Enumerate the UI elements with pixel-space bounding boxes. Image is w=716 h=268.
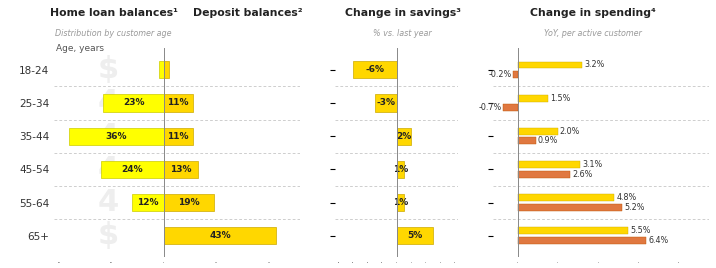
Text: 3.2%: 3.2% [584,61,604,69]
Text: 4: 4 [98,88,120,117]
Text: 12%: 12% [137,198,159,207]
Text: Change in spending⁴: Change in spending⁴ [530,8,655,18]
Text: 24%: 24% [122,165,143,174]
Bar [518,128,558,135]
Bar [104,94,164,111]
Text: 2.6%: 2.6% [572,170,592,179]
Text: -0.7%: -0.7% [478,103,501,112]
Text: 36%: 36% [106,132,127,141]
Bar [375,94,397,111]
Bar [164,161,198,178]
Text: 23%: 23% [123,98,145,107]
Text: % vs. last year: % vs. last year [374,29,432,39]
Bar [132,194,164,211]
Text: 1.5%: 1.5% [550,94,570,103]
Text: 5.2%: 5.2% [624,203,644,212]
Text: 13%: 13% [170,165,191,174]
Text: Age, years: Age, years [57,44,105,53]
Bar [397,227,433,244]
Text: $: $ [98,55,120,84]
Bar [518,194,614,201]
Bar [518,161,580,168]
Bar [164,94,193,111]
Bar [164,194,213,211]
Text: 11%: 11% [168,98,189,107]
Text: 43%: 43% [209,231,231,240]
Bar [397,128,411,145]
Bar [158,61,164,79]
Text: 1%: 1% [392,165,408,174]
Bar [164,227,276,244]
Text: Deposit balances²: Deposit balances² [193,8,303,18]
Bar [518,204,622,211]
Bar [518,137,536,144]
Text: 3.1%: 3.1% [582,160,602,169]
Text: 4: 4 [98,188,120,217]
Text: 6.4%: 6.4% [649,236,669,245]
Text: -6%: -6% [365,65,384,74]
Bar [353,61,397,79]
Bar [101,161,164,178]
Bar [503,104,518,111]
Bar [518,228,628,234]
Text: 11%: 11% [168,132,189,141]
Bar [518,237,647,244]
Text: 2%: 2% [396,132,412,141]
Text: $: $ [98,221,120,250]
Text: 0.9%: 0.9% [538,136,558,146]
Bar [164,61,169,79]
Text: 4: 4 [98,155,120,184]
Bar [518,171,570,178]
Text: 4: 4 [98,122,120,151]
Bar [69,128,164,145]
Text: 4.8%: 4.8% [616,193,637,202]
Text: YoY, per active customer: YoY, per active customer [543,29,642,39]
Text: 5.5%: 5.5% [630,226,651,235]
Text: Distribution by customer age: Distribution by customer age [55,29,172,39]
Text: 5%: 5% [407,231,422,240]
Text: 1%: 1% [392,198,408,207]
Text: Change in savings³: Change in savings³ [344,8,461,18]
Bar [397,161,404,178]
Bar [513,71,518,78]
Text: -3%: -3% [377,98,395,107]
Text: -0.2%: -0.2% [488,70,511,79]
Text: 19%: 19% [178,198,200,207]
Text: Home loan balances¹: Home loan balances¹ [49,8,178,18]
Bar [164,128,193,145]
Bar [397,194,404,211]
Bar [518,95,548,102]
Text: 2.0%: 2.0% [560,127,580,136]
Bar [518,62,582,69]
